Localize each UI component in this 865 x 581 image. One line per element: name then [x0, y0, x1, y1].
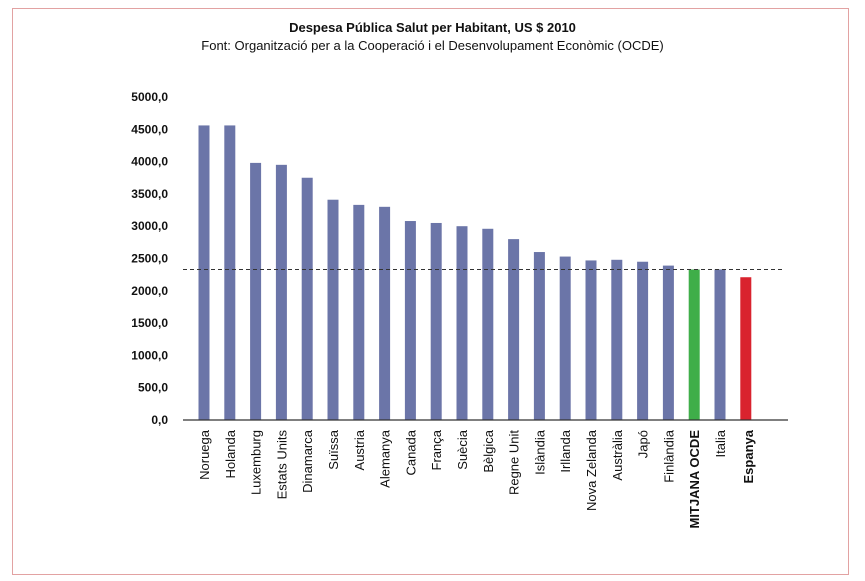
- x-tick-label: Alemanya: [378, 429, 393, 488]
- x-tick-label: Regne Unit: [507, 430, 522, 495]
- x-axis-ticks: Noruega Holanda Luxemburg Estats Units Dinam…: [197, 429, 756, 528]
- bar: [250, 162, 262, 420]
- chart-subtitle: Font: Organització per a la Cooperació i…: [201, 38, 664, 53]
- bar: [430, 222, 442, 420]
- bar: [327, 199, 339, 420]
- x-tick-label: Japó: [636, 430, 651, 458]
- x-tick-label: Noruega: [197, 429, 212, 480]
- x-tick-label: Dinamarca: [300, 429, 315, 493]
- bar: [533, 252, 545, 420]
- y-tick-label: 2500,0: [131, 252, 168, 266]
- bar: [404, 221, 416, 420]
- x-tick-label: Bèlgica: [481, 429, 496, 472]
- bar: [301, 177, 313, 420]
- x-tick-label: Luxemburg: [249, 430, 264, 495]
- bars: [198, 125, 752, 420]
- bar: [585, 260, 597, 420]
- y-tick-label: 0,0: [151, 413, 168, 427]
- chart-frame: [12, 8, 849, 575]
- x-tick-label: Nova Zelanda: [584, 429, 599, 511]
- bar: [198, 125, 210, 420]
- x-tick-label: Irllanda: [558, 429, 573, 472]
- y-axis-ticks: 0,0 500,0 1000,0 1500,0 2000,0 2500,0 3000,0 35…: [131, 90, 168, 427]
- x-tick-label: Finlàndia: [661, 429, 676, 483]
- x-tick-label: França: [429, 429, 444, 470]
- y-tick-label: 3500,0: [131, 187, 168, 201]
- y-tick-label: 1000,0: [131, 348, 168, 362]
- bar: [611, 259, 623, 420]
- x-tick-label: Holanda: [223, 429, 238, 478]
- x-tick-label: Espanya: [741, 429, 756, 483]
- y-tick-label: 5000,0: [131, 90, 168, 104]
- bar: [353, 204, 365, 420]
- y-tick-label: 4500,0: [131, 122, 168, 136]
- y-tick-label: 1500,0: [131, 316, 168, 330]
- bar: [740, 277, 752, 420]
- x-tick-label: Estats Units: [274, 430, 289, 500]
- bar: [482, 228, 494, 420]
- bar: [662, 265, 674, 420]
- bar: [379, 206, 391, 420]
- bar: [224, 125, 236, 420]
- x-tick-label: Suècia: [455, 429, 470, 470]
- x-tick-label: Canada: [403, 429, 418, 475]
- bar: [637, 261, 649, 420]
- x-tick-label: Austria: [352, 429, 367, 470]
- x-tick-label: Suïssa: [326, 429, 341, 470]
- x-tick-label: Italia: [713, 429, 728, 457]
- bar: [508, 239, 520, 420]
- bar: [275, 164, 287, 420]
- x-tick-label: MITJANA OCDE: [687, 430, 702, 529]
- y-tick-label: 500,0: [138, 381, 168, 395]
- chart-title: Despesa Pública Salut per Habitant, US $…: [289, 20, 576, 35]
- bar: [714, 269, 726, 420]
- y-tick-label: 2000,0: [131, 284, 168, 298]
- bar: [688, 269, 700, 420]
- x-tick-label: Austràlia: [610, 429, 625, 480]
- bar: [456, 226, 468, 420]
- x-tick-label: Islàndia: [532, 429, 547, 475]
- y-tick-label: 3000,0: [131, 219, 168, 233]
- bar: [559, 256, 571, 420]
- y-tick-label: 4000,0: [131, 155, 168, 169]
